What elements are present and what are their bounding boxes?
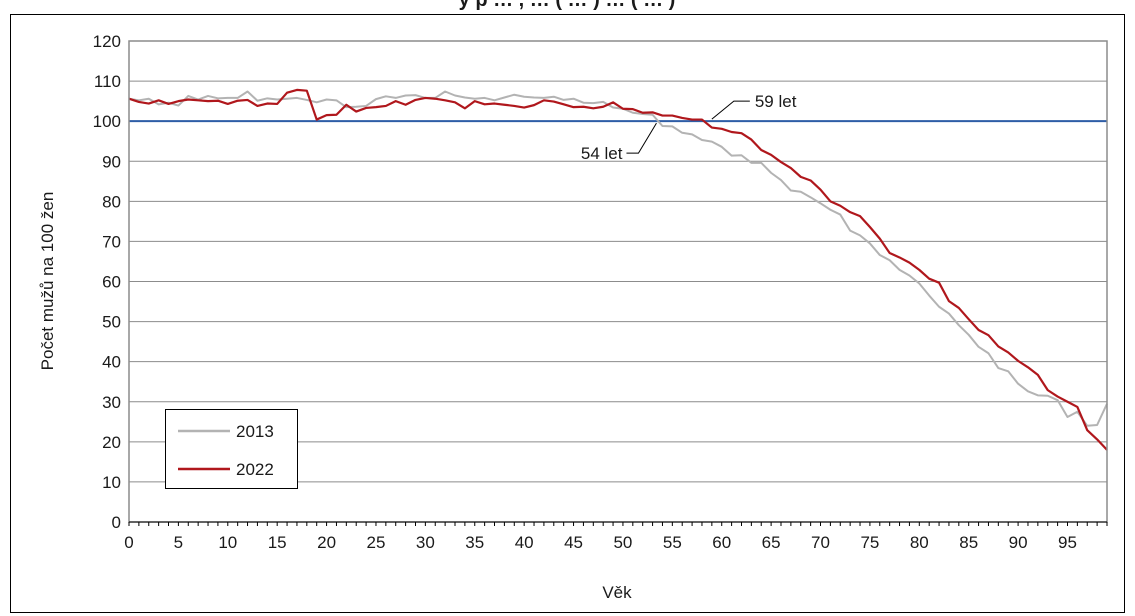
- legend: 2013 2022: [165, 409, 298, 489]
- y-tick-label: 60: [102, 273, 121, 292]
- x-tick-label: 50: [613, 533, 632, 552]
- y-tick-label: 10: [102, 473, 121, 492]
- x-tick-label: 80: [910, 533, 929, 552]
- series-line-2013: [128, 90, 1108, 427]
- y-tick-label: 100: [93, 112, 121, 131]
- y-tick-label: 120: [93, 32, 121, 51]
- chart-title: y p … , … ( … ) … ( … ): [459, 0, 676, 11]
- x-tick-label: 90: [1009, 533, 1028, 552]
- y-tick-label: 50: [102, 313, 121, 332]
- annotation-leader-54: [626, 122, 657, 154]
- x-tick-label: 70: [811, 533, 830, 552]
- tick-labels: 0 10 20 30 40 50 60 70 80 90 100 110 120 0 5 10 15 20 25 30…: [93, 32, 1077, 552]
- legend-label-2013: 2013: [236, 422, 274, 441]
- y-tick-label: 70: [102, 232, 121, 251]
- axis-layer: [128, 40, 1108, 526]
- x-tick-label: 85: [959, 533, 978, 552]
- annotation-59-let: 59 let: [755, 92, 797, 111]
- y-tick-label: 0: [112, 513, 121, 532]
- x-tick-label: 10: [218, 533, 237, 552]
- y-tick-label: 80: [102, 192, 121, 211]
- series-line-2022: [128, 88, 1108, 451]
- x-tick-label: 45: [564, 533, 583, 552]
- x-tick-label: 40: [515, 533, 534, 552]
- x-tick-label: 30: [416, 533, 435, 552]
- x-tick-label: 5: [174, 533, 183, 552]
- x-tick-label: 60: [712, 533, 731, 552]
- chart-area-border: [10, 14, 1125, 613]
- x-tick-label: 0: [124, 533, 133, 552]
- x-axis-label: Věk: [602, 583, 632, 602]
- x-tick-label: 95: [1058, 533, 1077, 552]
- y-tick-label: 20: [102, 433, 121, 452]
- x-tick-label: 35: [465, 533, 484, 552]
- x-tick-label: 15: [268, 533, 287, 552]
- x-tick-label: 65: [762, 533, 781, 552]
- x-tick-label: 55: [663, 533, 682, 552]
- y-tick-label: 40: [102, 353, 121, 372]
- annotation-layer: 59 let 54 let: [581, 92, 797, 163]
- x-tick-label: 25: [367, 533, 386, 552]
- x-tick-label: 75: [860, 533, 879, 552]
- legend-label-2022: 2022: [236, 460, 274, 479]
- annotation-leader-59: [711, 100, 750, 120]
- y-tick-label: 30: [102, 393, 121, 412]
- y-tick-label: 110: [94, 72, 121, 91]
- y-axis-label: Počet mužů na 100 žen: [38, 192, 57, 371]
- y-tick-label: 90: [102, 152, 121, 171]
- series-layer: [128, 88, 1108, 451]
- x-tick-label: 20: [317, 533, 336, 552]
- annotation-54-let: 54 let: [581, 144, 623, 163]
- legend-box: [165, 409, 298, 489]
